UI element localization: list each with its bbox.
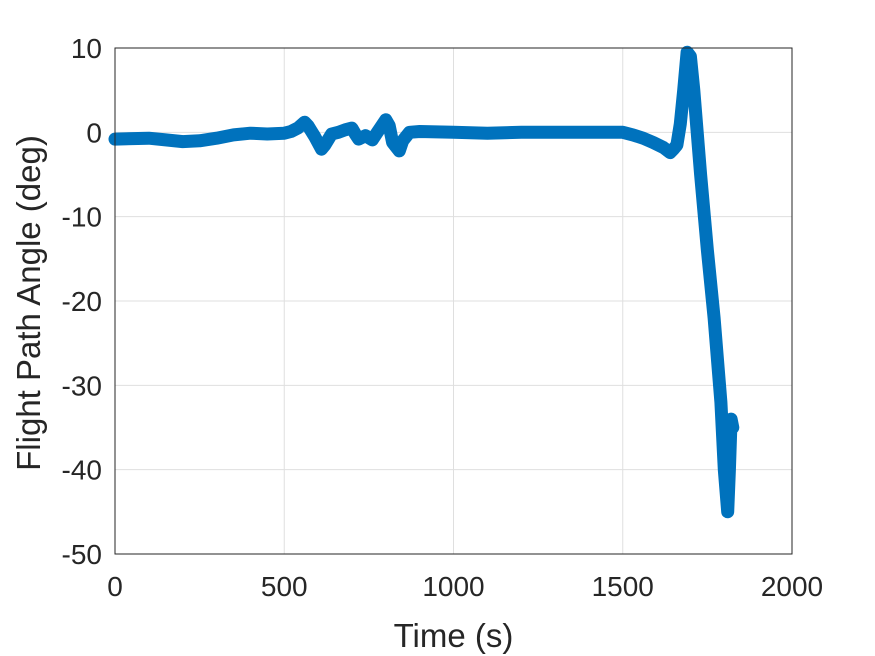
x-tick-label: 1000 <box>422 571 484 602</box>
y-tick-label: -40 <box>62 455 102 486</box>
x-tick-label: 500 <box>261 571 308 602</box>
series-layer <box>108 45 740 519</box>
y-tick-label: -50 <box>62 539 102 570</box>
axes-frame <box>114 47 793 555</box>
y-tick-label: -20 <box>62 286 102 317</box>
series-line <box>108 45 740 519</box>
x-tick-label: 2000 <box>761 571 823 602</box>
y-tick-label: 0 <box>86 117 102 148</box>
x-tick-label: 1500 <box>592 571 654 602</box>
y-tick-labels: 10 0 -10 -20 -30 -40 -50 <box>62 33 102 570</box>
x-tick-labels: 0 500 1000 1500 2000 <box>107 571 823 602</box>
x-axis-label: Time (s) <box>394 617 514 654</box>
y-tick-label: -10 <box>62 202 102 233</box>
y-tick-label: -30 <box>62 370 102 401</box>
x-tick-label: 0 <box>107 571 123 602</box>
y-axis-label: Flight Path Angle (deg) <box>10 135 47 471</box>
y-tick-label: 10 <box>71 33 102 64</box>
